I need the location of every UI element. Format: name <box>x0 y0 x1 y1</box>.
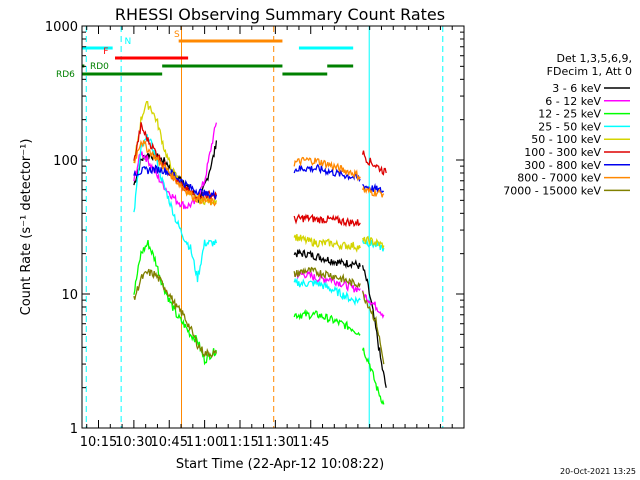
legend-label-4: 50 - 100 keV <box>531 133 601 146</box>
x-axis-label: Start Time (22-Apr-12 10:08:22) <box>176 457 384 472</box>
footer-date: 20-Oct-2021 13:25 <box>560 467 636 476</box>
series-line-4-1 <box>293 234 361 253</box>
series-line-7-1 <box>293 156 361 182</box>
series-line-2-1 <box>293 308 361 336</box>
y-tick-label-3: 1000 <box>45 20 78 35</box>
flag-label-n: N <box>124 37 131 47</box>
series-line-6-1 <box>293 163 361 183</box>
vertical-markers <box>85 26 444 428</box>
series-line-8-2 <box>361 291 385 365</box>
flag-label-f: F <box>103 47 108 57</box>
series-line-5-1 <box>293 213 361 228</box>
legend-label-2: 12 - 25 keV <box>538 108 601 121</box>
legend-label-1: 6 - 12 keV <box>545 95 601 108</box>
legend-label-8: 7000 - 15000 keV <box>503 184 601 197</box>
series-line-3-2 <box>361 238 385 252</box>
legend-header-0: Det 1,3,5,6,9, <box>556 52 632 65</box>
series-group <box>133 100 387 405</box>
series-line-7-0 <box>133 139 217 207</box>
legend-label-5: 100 - 300 keV <box>524 146 601 159</box>
flag-label-rd6: RD6 <box>56 70 75 80</box>
y-tick-label-2: 100 <box>53 154 78 169</box>
series-line-1-2 <box>361 290 385 319</box>
y-tick-label-0: 1 <box>70 422 78 437</box>
chart-title: RHESSI Observing Summary Count Rates <box>115 5 445 24</box>
flag-label-rd0: RD0 <box>90 62 109 72</box>
flag-label-s: S <box>174 30 180 40</box>
axis-ticks: 1 10 100 1000 10:1510:3010:4511:0011:1511:30… <box>45 20 465 450</box>
plot-frame <box>81 25 465 429</box>
legend: Det 1,3,5,6,9,FDecim 1, Att 0 3 - 6 keV6 … <box>503 52 632 197</box>
series-line-1-1 <box>294 269 361 293</box>
legend-label-7: 800 - 7000 keV <box>517 172 601 185</box>
series-line-5-2 <box>361 150 387 176</box>
x-tick-label-3: 11:00 <box>186 435 223 450</box>
legend-header-1: FDecim 1, Att 0 <box>547 65 632 78</box>
x-tick-label-5: 11:30 <box>257 435 294 450</box>
flag-bars: N F S RD0 RD6 <box>56 30 354 80</box>
series-line-2-2 <box>361 347 385 405</box>
x-tick-label-4: 11:15 <box>221 435 258 450</box>
series-line-8-0 <box>133 268 218 358</box>
y-axis-label: Count Rate (s⁻¹ detector⁻¹) <box>19 139 34 316</box>
series-line-1-0 <box>133 122 218 210</box>
y-tick-label-1: 10 <box>61 288 78 303</box>
series-line-4-2 <box>362 235 385 249</box>
series-line-0-2 <box>361 265 387 388</box>
legend-label-0: 3 - 6 keV <box>552 82 601 95</box>
series-line-8-1 <box>293 266 361 288</box>
x-tick-label-6: 11:45 <box>292 435 329 450</box>
series-line-3-1 <box>293 277 361 307</box>
series-line-0-1 <box>293 248 361 270</box>
x-tick-label-0: 10:15 <box>80 435 117 450</box>
legend-label-6: 300 - 800 keV <box>524 159 601 172</box>
x-tick-label-1: 10:30 <box>115 435 152 450</box>
series-line-6-2 <box>362 182 385 194</box>
series-line-7-2 <box>361 185 385 198</box>
x-tick-label-2: 10:45 <box>151 435 188 450</box>
legend-label-3: 25 - 50 keV <box>538 120 601 133</box>
